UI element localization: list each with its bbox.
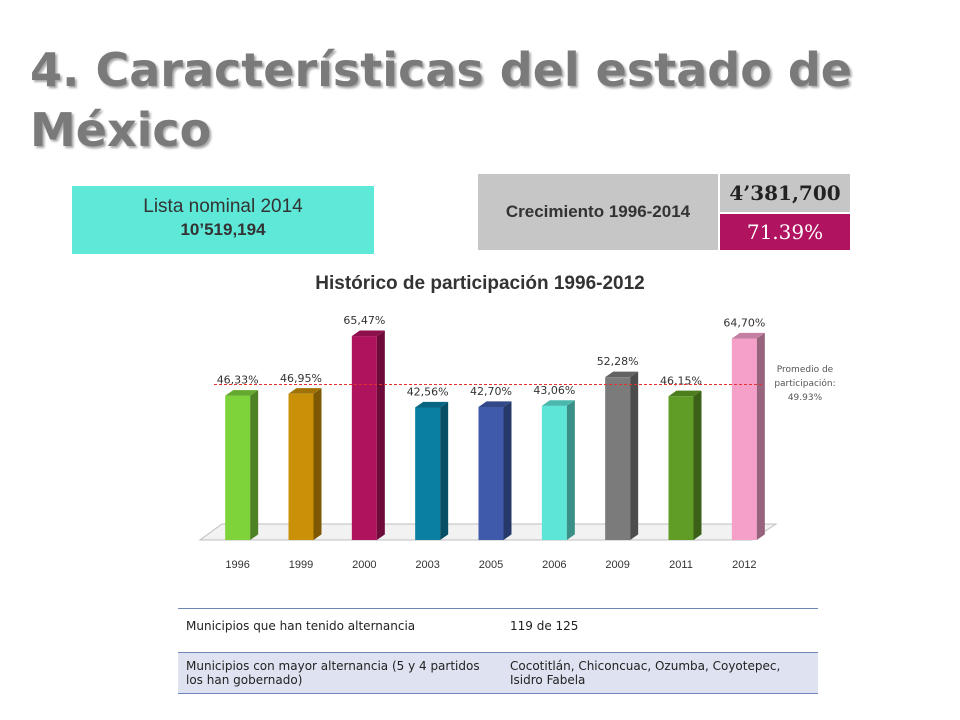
bar-top <box>415 401 449 408</box>
x-tick-label: 2005 <box>479 559 503 571</box>
bar-top <box>668 390 702 397</box>
table-cell: 119 de 125 <box>502 608 818 653</box>
chart-title: Histórico de participación 1996-2012 <box>315 273 645 294</box>
bar-2012 <box>731 338 757 540</box>
bar-2003 <box>415 407 441 540</box>
bar-top <box>288 388 322 394</box>
x-tick-label: 2011 <box>669 559 693 571</box>
x-tick-label: 2012 <box>732 559 756 571</box>
x-tick-label: 1999 <box>289 559 313 571</box>
table-cell: Municipios con mayor alternancia (5 y 4 … <box>178 652 502 694</box>
data-label: 43,06% <box>533 384 575 397</box>
bar-side <box>503 401 512 540</box>
average-label: 49.93% <box>788 393 823 403</box>
alternancia-table: Municipios que han tenido alternancia 11… <box>178 608 818 694</box>
data-label: 46,33% <box>217 374 259 387</box>
x-tick-label: 1996 <box>225 559 249 571</box>
bar-side <box>630 371 639 540</box>
bar-1999 <box>288 393 314 540</box>
participation-chart: 46,33% 1996 46,95% 1999 65,47% 2000 42,56% 2003… <box>198 314 836 571</box>
crecimiento-percent: 71.39% <box>720 214 850 250</box>
x-tick-label: 2003 <box>415 559 439 571</box>
bar-top <box>478 401 512 408</box>
data-label: 64,70% <box>723 317 765 330</box>
table-cell: Cocotitlán, Chiconcuac, Ozumba, Coyotepe… <box>502 652 818 694</box>
bar-2006 <box>541 405 567 540</box>
bar-side <box>566 400 575 540</box>
table-cell: Municipios que han tenido alternancia <box>178 608 502 653</box>
crecimiento-value: 4’381,700 <box>720 174 850 212</box>
data-label: 46,95% <box>280 372 322 385</box>
average-label: participación: <box>774 378 835 389</box>
table-row: Municipios con mayor alternancia (5 y 4 … <box>178 652 818 694</box>
bar-2011 <box>668 396 694 540</box>
table-row: Municipios que han tenido alternancia 11… <box>178 608 818 653</box>
bar-2009 <box>605 377 631 540</box>
data-label: 65,47% <box>343 314 385 327</box>
x-tick-label: 2000 <box>352 559 376 571</box>
data-label: 46,15% <box>660 374 702 387</box>
lista-nominal-value: 10’519,194 <box>180 220 266 239</box>
bar-side <box>693 390 702 540</box>
bar-top <box>605 371 639 378</box>
average-label: Promedio de <box>777 365 834 375</box>
bar-side <box>313 388 322 540</box>
bar-top <box>541 400 575 406</box>
bar-2005 <box>478 407 504 540</box>
bar-side <box>250 390 259 540</box>
lista-nominal-label: Lista nominal 2014 <box>143 196 303 217</box>
x-tick-label: 2009 <box>605 559 629 571</box>
page-title: 4. Características del estado de México <box>30 43 852 157</box>
bar-side <box>440 401 449 540</box>
bar-1996 <box>225 395 251 540</box>
data-label: 42,70% <box>470 385 512 398</box>
lista-nominal-box: Lista nominal 2014 10’519,194 <box>72 186 374 254</box>
data-label: 52,28% <box>597 355 639 368</box>
bar-top <box>225 390 259 396</box>
crecimiento-label: Crecimiento 1996-2014 <box>478 174 718 250</box>
bar-2000 <box>351 336 377 540</box>
bar-side <box>376 330 385 540</box>
bar-side <box>756 332 765 540</box>
x-tick-label: 2006 <box>542 559 566 571</box>
data-label: 42,56% <box>407 385 449 398</box>
bar-top <box>351 330 385 337</box>
bar-top <box>731 332 765 339</box>
